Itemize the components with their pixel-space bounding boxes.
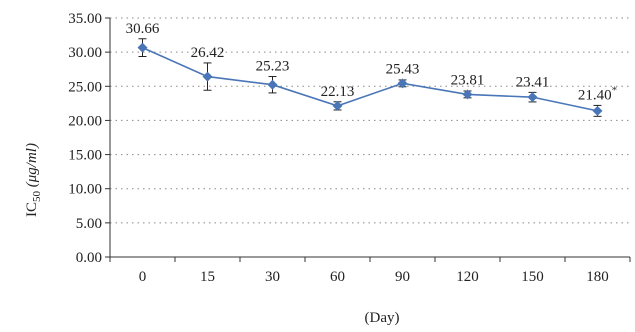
data-point-marker xyxy=(462,89,473,100)
y-tick-label: 35.00 xyxy=(68,11,102,27)
y-tick-label: 5.00 xyxy=(76,216,102,232)
data-point-marker xyxy=(137,42,148,53)
data-point-marker xyxy=(332,100,343,111)
significance-marker: * xyxy=(612,84,618,96)
x-tick-label: 120 xyxy=(456,269,479,285)
x-tick-label: 15 xyxy=(200,269,215,285)
x-tick-label: 150 xyxy=(521,269,544,285)
y-tick-label: 10.00 xyxy=(68,182,102,198)
data-label: 21.40* xyxy=(578,84,617,103)
y-tick-label: 25.00 xyxy=(68,79,102,95)
y-tick-label: 30.00 xyxy=(68,45,102,61)
data-label: 22.13 xyxy=(321,84,355,100)
x-axis-title: (Day) xyxy=(365,310,400,326)
data-label: 25.43 xyxy=(386,61,420,77)
data-point-marker xyxy=(527,92,538,103)
data-labels: 30.66 26.42 25.23 22.13 25.43 23.81 23.41 21.40… xyxy=(126,21,618,104)
series-line xyxy=(142,46,598,112)
data-point-marker xyxy=(267,79,278,90)
x-tick-labels: 0 15 30 60 90 120 150 180 xyxy=(139,269,609,285)
grid-lines xyxy=(110,17,630,224)
y-tick-label: 15.00 xyxy=(68,148,102,164)
data-point-marker xyxy=(202,71,213,82)
data-label: 25.23 xyxy=(256,59,290,75)
x-tick-label: 30 xyxy=(265,269,280,285)
data-point-marker xyxy=(592,105,603,116)
data-label: 23.81 xyxy=(451,72,485,88)
data-label: 26.42 xyxy=(191,45,225,61)
x-tick-label: 60 xyxy=(330,269,345,285)
data-label: 23.41 xyxy=(516,74,550,90)
series-polyline xyxy=(142,46,598,112)
y-axis-title: IC50 (μg/ml) xyxy=(24,143,43,217)
x-tick-label: 0 xyxy=(139,269,147,285)
data-label: 30.66 xyxy=(126,21,160,37)
x-tick-label: 90 xyxy=(395,269,410,285)
data-point-marker xyxy=(397,78,408,89)
data-points xyxy=(137,42,603,116)
y-tick-label: 20.00 xyxy=(68,113,102,129)
y-tick-label: 0.00 xyxy=(76,250,102,266)
x-tick-label: 180 xyxy=(586,269,609,285)
y-tick-labels: 0.00 5.00 10.00 15.00 20.00 25.00 30.00 35.00 xyxy=(68,11,102,266)
axes xyxy=(105,17,631,262)
